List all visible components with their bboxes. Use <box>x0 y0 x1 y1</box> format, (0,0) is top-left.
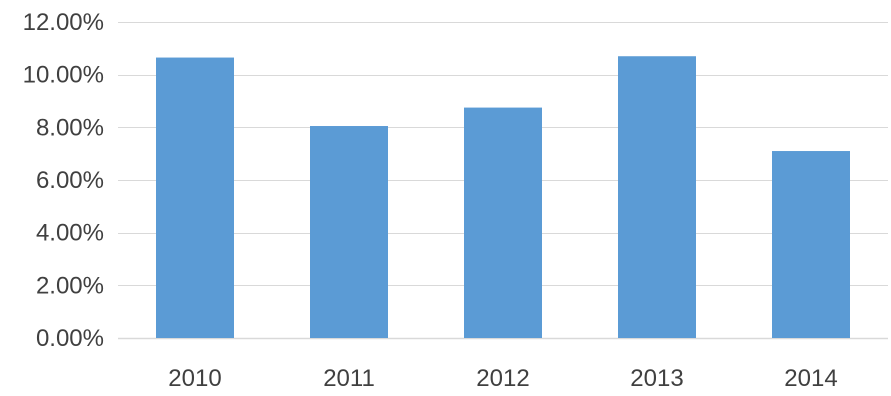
x-tick-label: 2013 <box>630 365 683 391</box>
bar-2014 <box>772 151 850 338</box>
x-tick-label: 2011 <box>323 365 375 391</box>
bar-2010 <box>156 57 234 339</box>
y-tick-label: 2.00% <box>36 272 104 299</box>
y-tick-label: 4.00% <box>36 220 104 247</box>
bars <box>156 56 850 339</box>
bar-2011 <box>310 126 388 339</box>
y-tick-label: 6.00% <box>36 167 104 194</box>
y-tick-label: 10.00% <box>23 62 104 89</box>
y-tick-label: 12.00% <box>23 9 104 36</box>
y-tick-label: 0.00% <box>36 325 104 352</box>
y-tick-label: 8.00% <box>36 114 104 141</box>
x-tick-label: 2012 <box>476 365 529 391</box>
y-axis-ticks: 0.00% 2.00% 4.00% 6.00% 8.00% 10.00% 12.00% <box>23 9 104 352</box>
bar-2013 <box>618 56 696 338</box>
x-tick-label: 2014 <box>784 365 837 391</box>
x-axis-ticks: 2010 2011 2012 2013 2014 <box>168 365 837 392</box>
bar-2012 <box>464 107 542 338</box>
x-tick-label: 2010 <box>168 365 221 391</box>
